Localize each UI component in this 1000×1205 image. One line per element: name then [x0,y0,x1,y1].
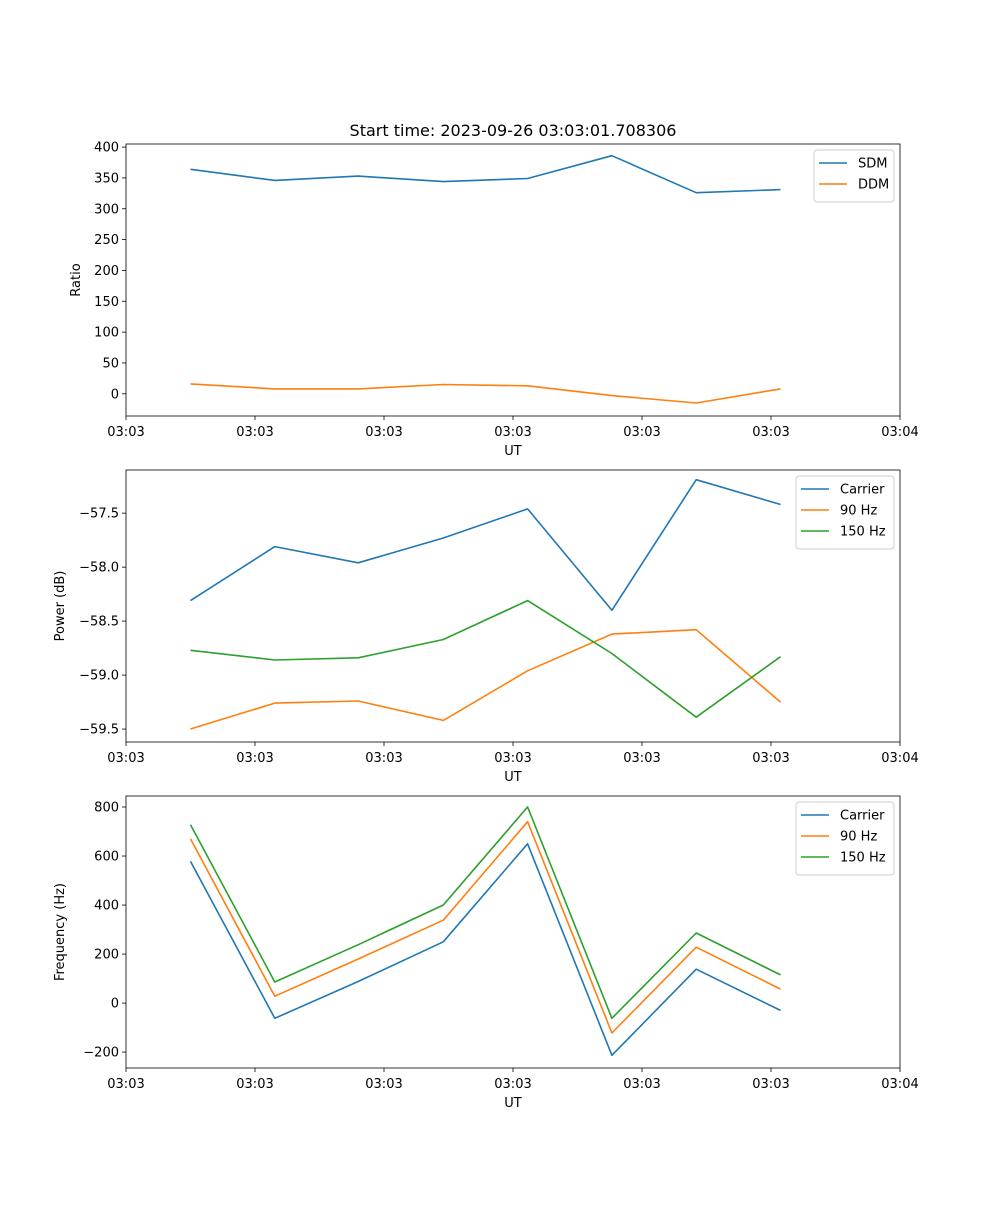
y-tick-label: 200 [94,264,119,279]
series-line-90-hz [190,628,782,730]
y-tick-label: 50 [102,356,119,371]
x-tick-label: 03:03 [623,1077,660,1092]
legend: SDM DDM [813,149,895,203]
x-tick-label: 03:03 [752,751,789,766]
series-line-ddm [190,383,781,404]
x-tick-label: 03:03 [623,751,660,766]
panel-3: 03:03 03:03 03:03 03:03 03:03 03:03 03:04 −200 0… [53,795,919,1111]
y-tick-label: −59.0 [79,669,119,684]
x-tick-label: 03:03 [236,1077,273,1092]
legend: Carrier 90 Hz 150 Hz [795,475,895,550]
series-line-sdm [190,154,781,194]
x-tick-label: 03:04 [881,1077,918,1092]
legend-label: DDM [858,178,889,193]
y-axis-label: Power (dB) [53,571,68,642]
y-tick-label: 250 [94,233,119,248]
panel-1: 03:03 03:03 03:03 03:03 03:03 03:03 03:04 0 50 10… [69,141,919,459]
y-axis-label: Ratio [69,263,84,296]
x-axis-label: UT [504,1096,522,1111]
x-tick-label: 03:03 [107,751,144,766]
plot-frame [125,469,901,743]
x-tick-label: 03:03 [494,751,531,766]
y-tick-label: 400 [94,899,119,914]
x-tick-label: 03:03 [107,425,144,440]
x-axis-label: UT [504,770,522,785]
x-tick-label: 03:03 [752,1077,789,1092]
x-tick-label: 03:03 [236,751,273,766]
series-line-carrier [189,842,781,1057]
y-tick-label: 350 [94,171,119,186]
y-tick-label: 100 [94,326,119,341]
legend-label: 90 Hz [840,830,877,845]
y-tick-label: −200 [83,1046,119,1061]
y-tick-label: −58.5 [79,615,119,630]
x-tick-label: 03:03 [236,425,273,440]
panels: 03:03 03:03 03:03 03:03 03:03 03:03 03:04 0 50 10… [53,141,919,1111]
x-tick-label: 03:03 [752,425,789,440]
y-tick-label: 400 [94,141,119,156]
y-tick-label: 800 [94,801,119,816]
y-tick-label: 300 [94,202,119,217]
x-tick-label: 03:03 [494,1077,531,1092]
x-tick-label: 03:03 [107,1077,144,1092]
series-line-150-hz [189,806,781,1020]
x-tick-label: 03:03 [365,1077,402,1092]
series-line-90-hz [189,820,781,1034]
y-tick-label: −57.5 [79,507,119,522]
y-tick-label: 150 [94,295,119,310]
x-tick-label: 03:03 [365,425,402,440]
x-tick-label: 03:04 [881,425,918,440]
x-tick-label: 03:03 [494,425,531,440]
series-line-carrier [190,478,781,612]
y-tick-label: 200 [94,948,119,963]
y-tick-label: 600 [94,850,119,865]
chart-title: Start time: 2023-09-26 03:03:01.708306 [350,121,677,140]
legend-label: Carrier [840,809,885,824]
y-tick-label: 0 [111,387,119,402]
legend-label: Carrier [840,483,885,498]
legend-label: SDM [858,157,887,172]
panel-2: 03:03 03:03 03:03 03:03 03:03 03:03 03:04 −59.5… [53,469,919,785]
legend-label: 90 Hz [840,504,877,519]
series-line-150-hz [190,599,781,719]
x-axis-label: UT [504,444,522,459]
legend-label: 150 Hz [840,851,886,866]
legend-label: 150 Hz [840,525,886,540]
x-tick-label: 03:03 [365,751,402,766]
y-tick-label: −58.0 [79,561,119,576]
legend: Carrier 90 Hz 150 Hz [795,801,895,876]
plot-frame [125,795,901,1069]
y-tick-label: −59.5 [79,723,119,738]
x-tick-label: 03:03 [623,425,660,440]
y-axis-label: Frequency (Hz) [53,883,68,981]
plot-frame [125,143,901,417]
y-tick-label: 0 [111,997,119,1012]
x-tick-label: 03:04 [881,751,918,766]
